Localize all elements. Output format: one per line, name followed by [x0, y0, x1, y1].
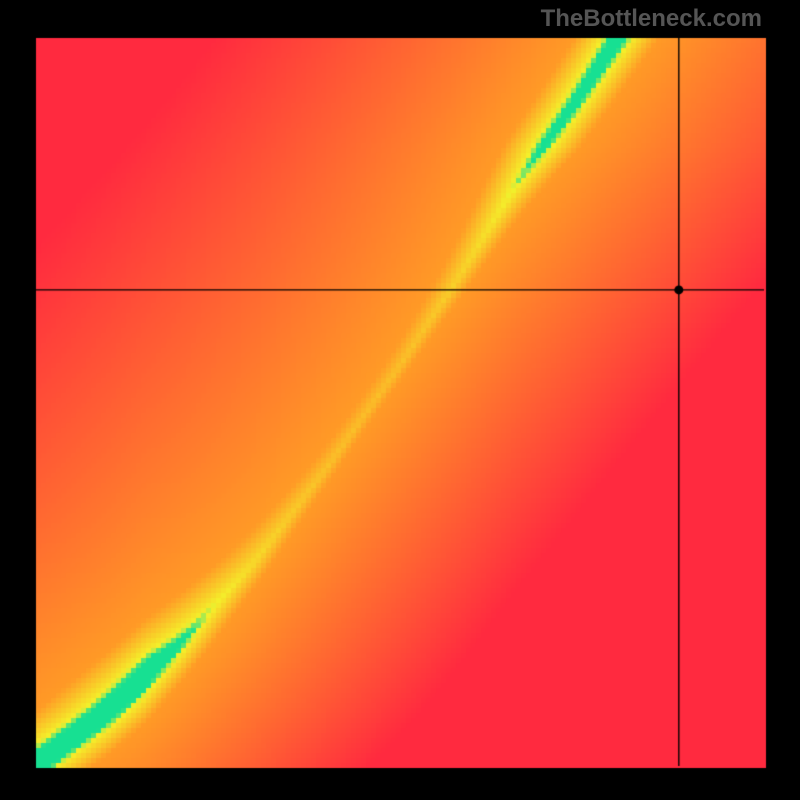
watermark-label: TheBottleneck.com: [541, 5, 762, 33]
chart-container: TheBottleneck.com: [0, 0, 800, 800]
bottleneck-heatmap: [0, 0, 800, 800]
